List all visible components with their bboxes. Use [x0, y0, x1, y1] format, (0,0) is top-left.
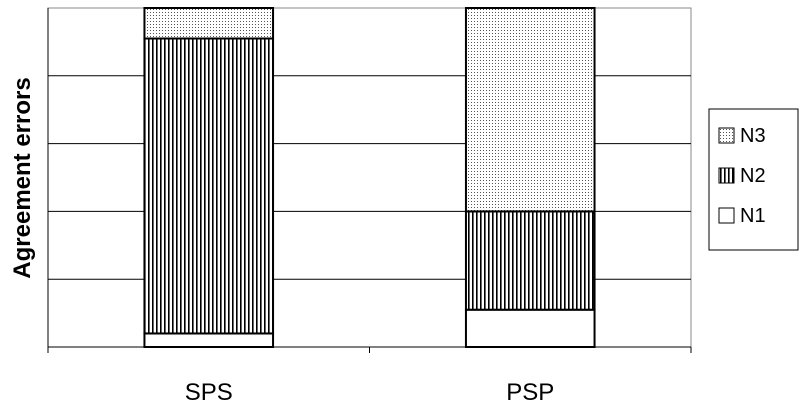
bar-segment-n2-psp: [464, 210, 596, 311]
legend-label: N2: [740, 165, 766, 187]
y-axis-label: Agreement errors: [9, 77, 36, 278]
bar-segment-n1-psp: [464, 308, 596, 348]
legend-label: N3: [740, 125, 766, 147]
x-tick-label: SPS: [185, 379, 233, 406]
bar-segment-n3-psp: [464, 7, 596, 213]
bar-segment-n3-sps: [143, 7, 275, 40]
legend-swatch-n2: [718, 167, 735, 184]
bar-segment-n2-sps: [143, 37, 275, 335]
x-tick-label: PSP: [506, 379, 554, 406]
x-tick-labels: SPS PSP: [185, 379, 555, 406]
bar-segment-n1-sps: [143, 332, 275, 349]
legend-swatch-n1: [718, 207, 735, 224]
bars: [143, 7, 596, 349]
legend-label: N1: [740, 205, 766, 227]
legend: N3 N2 N1: [708, 108, 799, 251]
x-tick-marks: [47, 347, 692, 353]
legend-swatch-n3: [718, 127, 735, 144]
